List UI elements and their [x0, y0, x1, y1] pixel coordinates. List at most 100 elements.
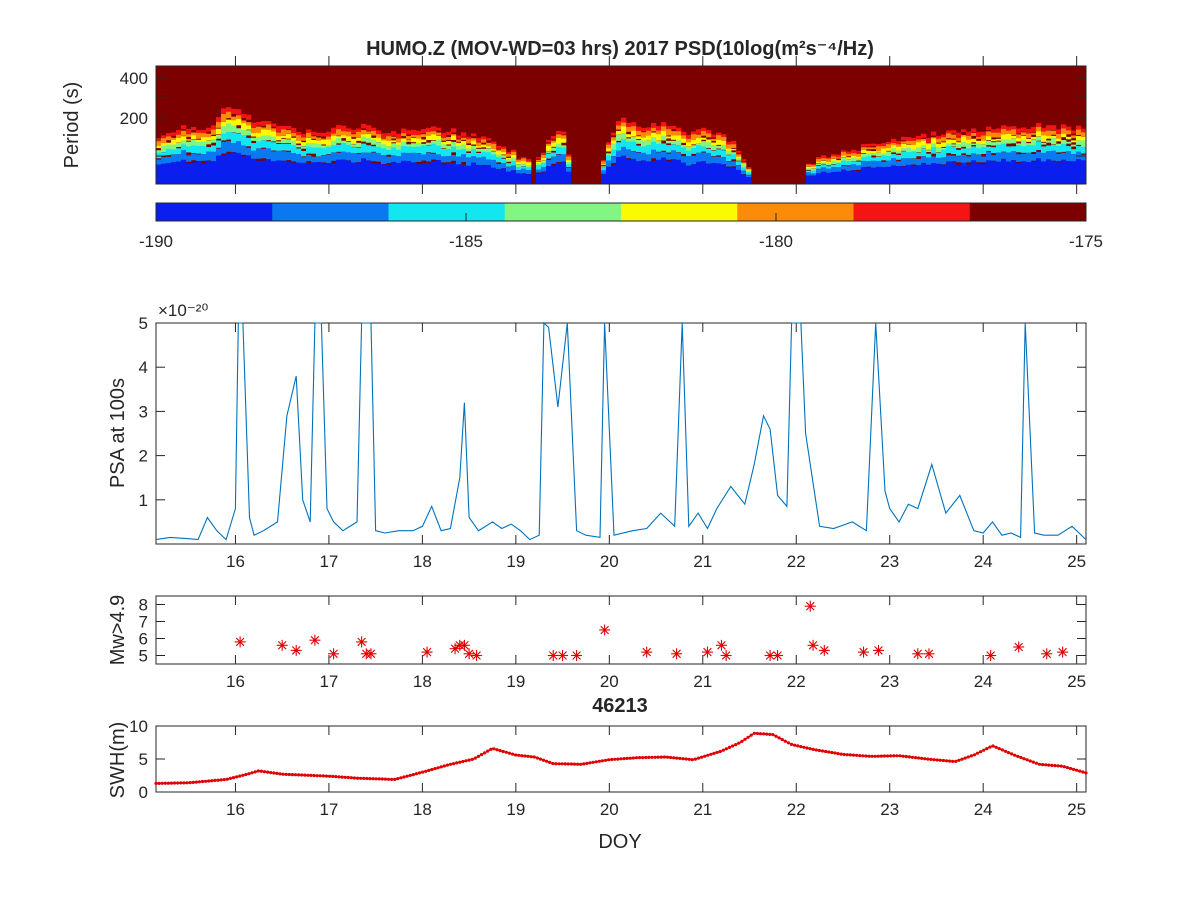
heatmap-cell [176, 161, 182, 184]
swh-point [734, 743, 738, 747]
heatmap-column [251, 122, 257, 184]
heatmap-cell [916, 139, 922, 144]
heatmap-cell [1026, 152, 1032, 164]
heatmap-cell [276, 141, 282, 143]
heatmap-cell [171, 137, 177, 141]
heatmap-cell [551, 156, 557, 164]
heatmap-cell [631, 136, 637, 142]
heatmap-cell [966, 164, 972, 184]
heatmap-cell [281, 160, 287, 184]
heatmap-cell [991, 155, 997, 161]
heatmap-cell [626, 149, 632, 159]
heatmap-cell [946, 143, 952, 147]
heatmap-cell [826, 163, 832, 166]
heatmap-cell [336, 144, 342, 152]
heatmap-column [821, 155, 827, 184]
heatmap-cell [506, 152, 512, 155]
heatmap-cell [196, 130, 202, 134]
heatmap-cell [336, 129, 342, 136]
heatmap-cell [921, 133, 927, 138]
swh-point [448, 762, 453, 766]
heatmap-cell [236, 141, 242, 154]
heatmap-cell [406, 152, 412, 164]
heatmap-cell [1001, 125, 1007, 131]
heatmap-cell [416, 164, 422, 184]
heatmap-cell [521, 161, 527, 164]
heatmap-cell [536, 157, 542, 159]
xtick-label: 16 [226, 800, 245, 819]
heatmap-cell [1051, 130, 1057, 135]
swh-point [259, 769, 263, 773]
swh-point [318, 774, 322, 778]
heatmap-cell [421, 154, 427, 161]
heatmap-cell [266, 129, 272, 137]
heatmap-cell [191, 126, 197, 131]
heatmap-cell [496, 169, 502, 184]
swh-point [808, 747, 812, 751]
heatmap-cell [451, 163, 457, 184]
heatmap-cell [291, 152, 297, 162]
heatmap-cell [996, 132, 1002, 138]
swh-point [917, 756, 921, 760]
heatmap-cell [856, 153, 862, 157]
ytick-label: 1 [139, 491, 148, 510]
heatmap-cell [466, 139, 472, 144]
heatmap-cell [806, 172, 812, 176]
heatmap-cell [906, 158, 912, 166]
heatmap-cell [646, 161, 652, 184]
heatmap-cell [476, 164, 482, 184]
heatmap-cell [656, 141, 662, 146]
xtick-label: 24 [974, 672, 993, 691]
heatmap-cell [1036, 131, 1042, 137]
heatmap-cell [191, 162, 197, 184]
heatmap-cell [231, 120, 237, 129]
heatmap-cell [851, 161, 857, 166]
heatmap-cell [306, 137, 312, 144]
heatmap-cell [216, 155, 222, 184]
swh-point [802, 745, 806, 749]
swh-point [300, 773, 304, 777]
heatmap-cell [886, 141, 892, 147]
heatmap-cell [691, 164, 697, 184]
heatmap-cell [976, 143, 982, 150]
heatmap-cell [601, 164, 607, 166]
heatmap-cell [631, 151, 637, 161]
heatmap-cell [846, 153, 852, 157]
heatmap-cell [646, 135, 652, 141]
heatmap-cell [266, 124, 272, 131]
heatmap-cell [906, 164, 912, 184]
heatmap-cell [1001, 152, 1007, 159]
swh-point [489, 747, 493, 752]
swh-point [724, 747, 729, 751]
heatmap-cell [831, 167, 837, 173]
heatmap-cell [621, 155, 627, 184]
heatmap-cell [416, 130, 422, 136]
heatmap-cell [271, 151, 277, 162]
heatmap-cell [491, 151, 497, 156]
earthquake-star [356, 636, 368, 648]
heatmap-cell [236, 119, 242, 126]
swh-point [582, 762, 586, 766]
swh-point [492, 747, 496, 751]
heatmap-cell [656, 130, 662, 138]
heatmap-cell [856, 156, 862, 159]
heatmap-cell [341, 125, 347, 132]
earthquake-star [599, 624, 611, 636]
heatmap-cell [816, 165, 822, 169]
heatmap-cell [251, 128, 257, 134]
heatmap-cell [946, 133, 952, 139]
heatmap-cell [616, 125, 622, 130]
swh-point [520, 754, 524, 758]
heatmap-cell [336, 159, 342, 184]
swh-point [665, 755, 670, 759]
swh-point [371, 777, 375, 781]
heatmap-column [656, 126, 662, 184]
swh-point [641, 756, 645, 760]
heatmap-cell [1041, 131, 1047, 138]
heatmap-cell [1056, 138, 1062, 142]
heatmap-cell [256, 148, 262, 159]
heatmap-cell [426, 135, 432, 141]
heatmap-cell [926, 150, 932, 152]
heatmap-cell [431, 161, 437, 184]
heatmap-cell [316, 140, 322, 147]
